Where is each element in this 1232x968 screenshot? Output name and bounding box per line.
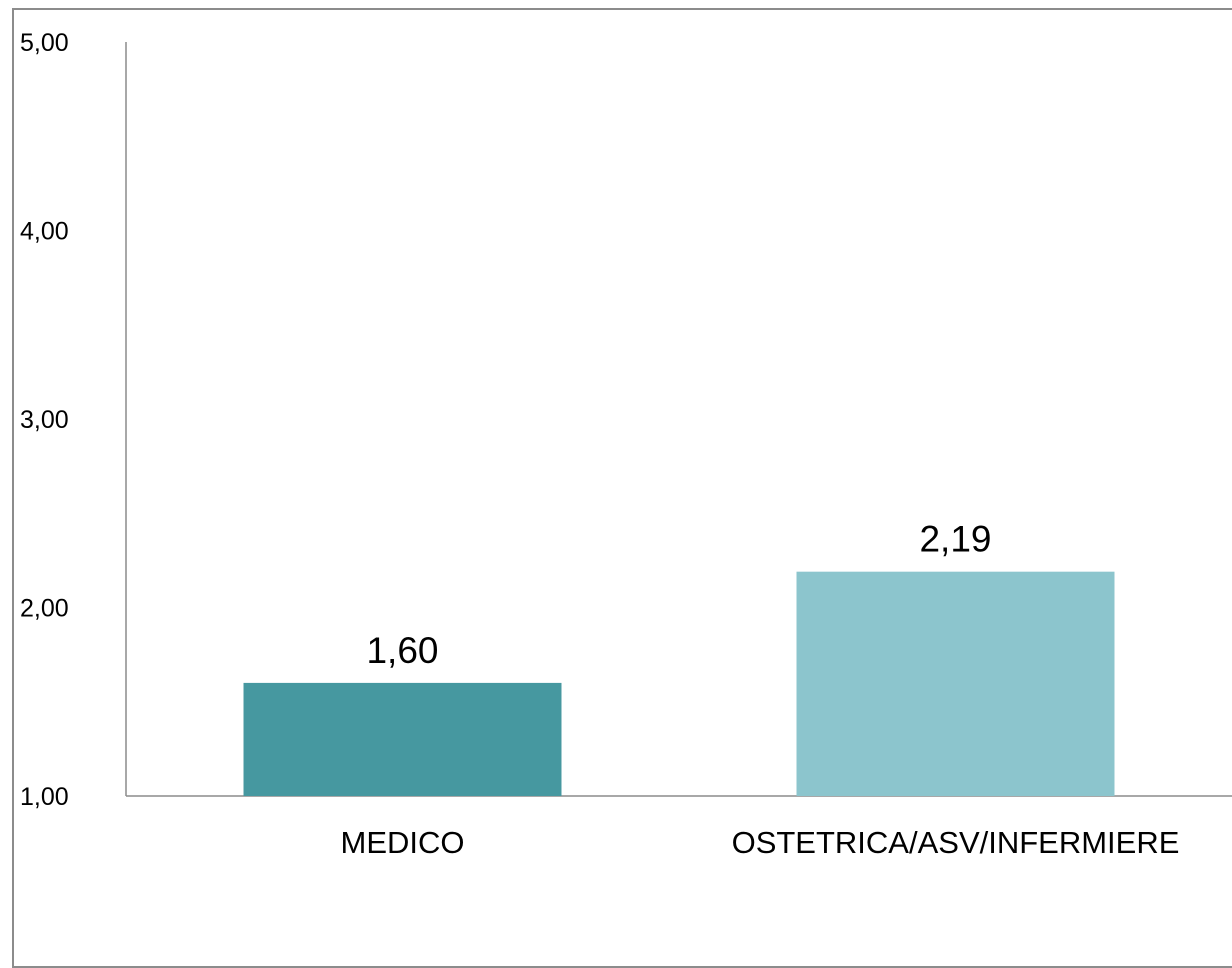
y-tick-label: 5,00 (20, 29, 69, 57)
category-labels: MEDICO OSTETRICA/ASV/INFERMIERE (341, 825, 1180, 860)
bar-ostetrica-asv-infermiere (796, 571, 1115, 796)
y-tick-label: 1,00 (20, 783, 69, 811)
bar-value-label: 1,60 (366, 630, 438, 671)
x-category-label: OSTETRICA/ASV/INFERMIERE (732, 825, 1180, 860)
x-category-label: MEDICO (341, 825, 465, 860)
bar-medico (243, 682, 562, 796)
y-tick-label: 3,00 (20, 406, 69, 434)
value-labels: 1,60 2,19 (366, 519, 991, 671)
bar-value-label: 2,19 (919, 519, 991, 560)
bars (243, 571, 1115, 796)
y-tick-label: 2,00 (20, 595, 69, 623)
y-tick-label: 4,00 (20, 218, 69, 246)
